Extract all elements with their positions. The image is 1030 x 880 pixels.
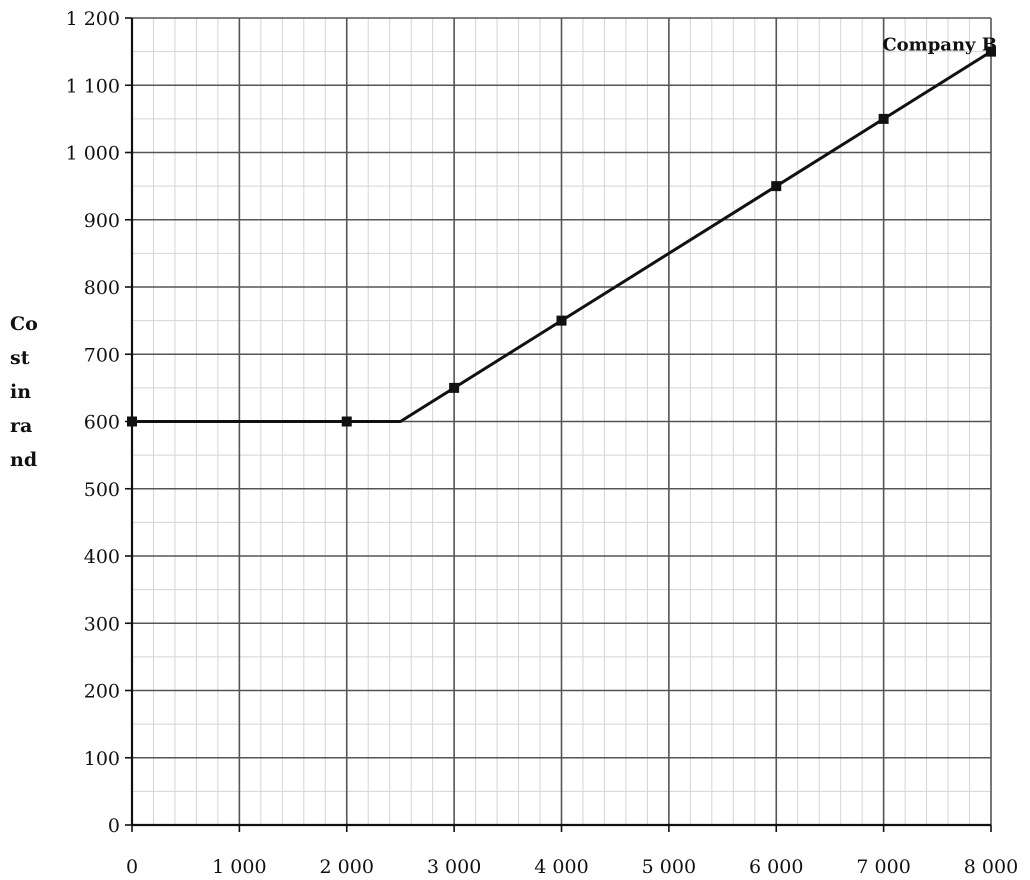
data-point (878, 113, 889, 124)
y-tick-label: 300 (84, 613, 120, 635)
y-tick-labels: 0 100 200 300 400 500 600 700 800 900 1 000 1 100 1 … (66, 8, 120, 837)
x-tick-label: 0 (126, 856, 138, 878)
y-axis-label-line: ra (10, 415, 32, 437)
x-tick-label: 7 000 (856, 856, 910, 878)
y-tick-label: 1 000 (66, 143, 120, 165)
y-tick-label: 500 (84, 479, 120, 501)
series-group (127, 46, 996, 427)
y-tick-label: 700 (84, 344, 120, 366)
axes (125, 17, 992, 832)
x-tick-label: 3 000 (427, 856, 481, 878)
data-point (127, 416, 137, 427)
y-tick-label: 0 (108, 815, 120, 837)
data-point (771, 181, 782, 192)
x-tick-labels: 0 1 000 2 000 3 000 4 000 5 000 6 000 7 000 8 00… (126, 856, 1018, 878)
major-gridlines (131, 17, 992, 826)
x-tick-label: 6 000 (749, 856, 803, 878)
series-label: Company B (882, 35, 997, 56)
y-axis-label-line: Co (10, 313, 38, 335)
y-tick-label: 800 (84, 277, 120, 299)
data-point (341, 416, 352, 427)
data-point (986, 46, 996, 57)
x-tick-label: 4 000 (534, 856, 588, 878)
y-tick-label: 900 (84, 210, 120, 232)
x-tick-label: 5 000 (642, 856, 696, 878)
y-tick-label: 100 (84, 748, 120, 770)
data-point (556, 315, 567, 326)
y-axis-label-line: in (10, 381, 31, 403)
x-tick-label: 8 000 (964, 856, 1018, 878)
series-line (132, 50, 992, 423)
data-point (449, 382, 460, 393)
series-label-group: Company B (882, 35, 997, 56)
x-tick-label: 2 000 (320, 856, 374, 878)
x-tick-label: 1 000 (212, 856, 266, 878)
y-tick-label: 200 (84, 681, 120, 703)
y-axis-label-line: nd (10, 449, 37, 471)
y-tick-label: 1 200 (66, 8, 120, 30)
y-tick-label: 600 (84, 412, 120, 434)
y-tick-label: 400 (84, 546, 120, 568)
y-axis-label-line: st (10, 347, 30, 369)
y-axis-label: Co st in ra nd (10, 313, 38, 471)
y-tick-label: 1 100 (66, 75, 120, 97)
